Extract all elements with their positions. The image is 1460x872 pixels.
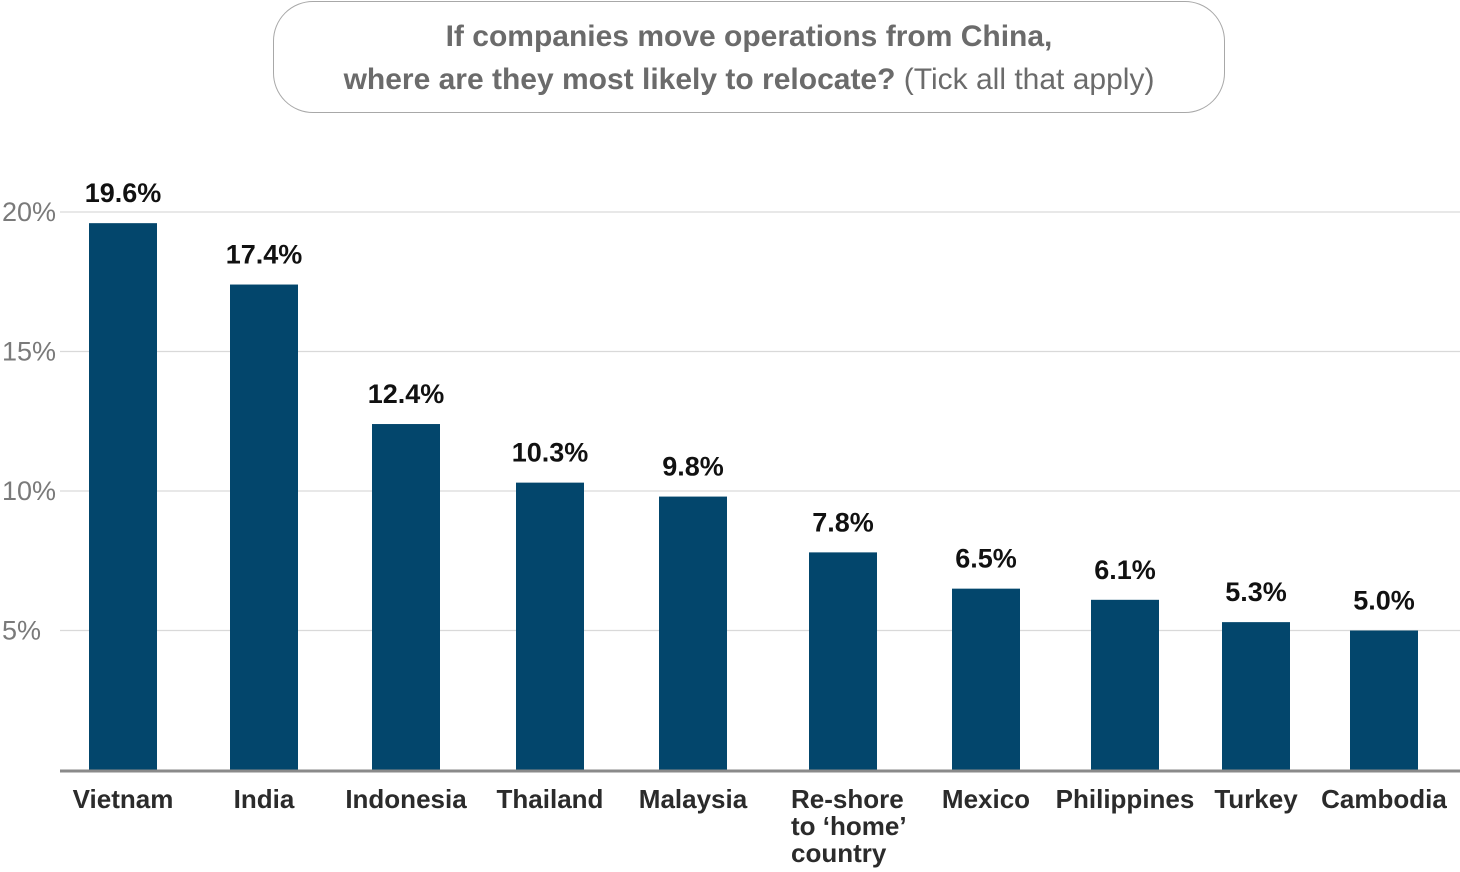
x-tick-label: Mexico bbox=[942, 784, 1030, 814]
bar bbox=[372, 424, 440, 770]
x-tick-label: Turkey bbox=[1214, 784, 1298, 814]
data-label: 7.8% bbox=[812, 507, 874, 537]
x-tick-label: Cambodia bbox=[1321, 784, 1447, 814]
chart-title-box: If companies move operations from China,… bbox=[273, 1, 1225, 113]
data-label: 5.0% bbox=[1353, 586, 1415, 616]
data-label: 6.1% bbox=[1094, 555, 1156, 585]
chart-title-line-2: where are they most likely to relocate? … bbox=[274, 58, 1224, 101]
bar bbox=[1091, 599, 1159, 770]
data-label: 5.3% bbox=[1225, 577, 1287, 607]
bar bbox=[659, 496, 727, 770]
bar bbox=[1350, 630, 1418, 770]
data-label: 17.4% bbox=[226, 240, 303, 270]
y-tick-label: 5% bbox=[2, 616, 41, 646]
x-tick-label: Thailand bbox=[497, 784, 604, 814]
bar bbox=[230, 284, 298, 770]
data-label: 6.5% bbox=[955, 544, 1017, 574]
bar bbox=[952, 588, 1020, 770]
x-tick-label: Indonesia bbox=[345, 784, 467, 814]
x-tick-label: Re-shore to ‘home’ country bbox=[791, 784, 907, 868]
data-label: 9.8% bbox=[662, 452, 724, 482]
x-tick-label: Vietnam bbox=[73, 784, 174, 814]
data-label: 10.3% bbox=[512, 438, 589, 468]
bar bbox=[1222, 622, 1290, 770]
y-tick-label: 15% bbox=[2, 337, 56, 367]
y-tick-label: 10% bbox=[2, 476, 56, 506]
chart-title-note: (Tick all that apply) bbox=[903, 63, 1155, 96]
bar bbox=[516, 482, 584, 770]
bar bbox=[89, 223, 157, 770]
data-label: 19.6% bbox=[85, 178, 162, 208]
x-tick-label: Malaysia bbox=[639, 784, 748, 814]
x-tick-label: India bbox=[234, 784, 295, 814]
chart-title-question: where are they most likely to relocate? bbox=[343, 63, 896, 96]
chart-title-line-1: If companies move operations from China, bbox=[445, 20, 1053, 53]
data-label: 12.4% bbox=[368, 379, 445, 409]
x-tick-label: Philippines bbox=[1056, 784, 1195, 814]
bar bbox=[809, 552, 877, 770]
y-tick-label: 20% bbox=[2, 197, 56, 227]
